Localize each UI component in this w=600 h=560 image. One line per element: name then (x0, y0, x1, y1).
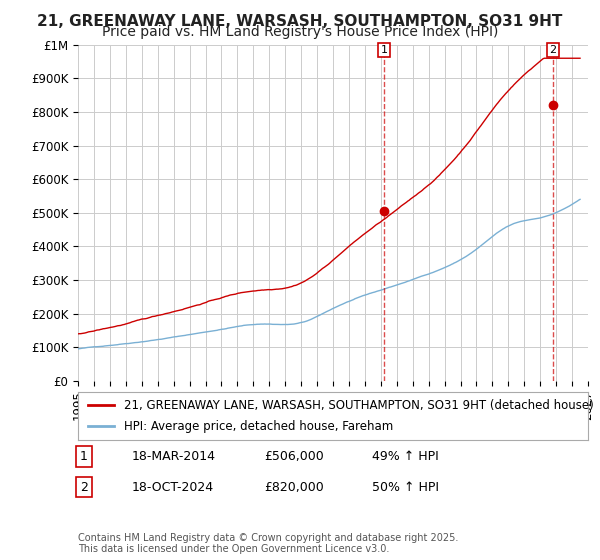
Text: 49% ↑ HPI: 49% ↑ HPI (372, 450, 439, 463)
Text: 18-MAR-2014: 18-MAR-2014 (132, 450, 216, 463)
Text: 50% ↑ HPI: 50% ↑ HPI (372, 480, 439, 494)
Text: 21, GREENAWAY LANE, WARSASH, SOUTHAMPTON, SO31 9HT: 21, GREENAWAY LANE, WARSASH, SOUTHAMPTON… (37, 14, 563, 29)
Text: 21, GREENAWAY LANE, WARSASH, SOUTHAMPTON, SO31 9HT (detached house): 21, GREENAWAY LANE, WARSASH, SOUTHAMPTON… (124, 399, 593, 412)
Text: 2: 2 (80, 480, 88, 494)
Text: £506,000: £506,000 (264, 450, 324, 463)
Text: 1: 1 (380, 45, 388, 55)
Text: HPI: Average price, detached house, Fareham: HPI: Average price, detached house, Fare… (124, 420, 393, 433)
Text: Price paid vs. HM Land Registry's House Price Index (HPI): Price paid vs. HM Land Registry's House … (102, 25, 498, 39)
Text: £820,000: £820,000 (264, 480, 324, 494)
Text: Contains HM Land Registry data © Crown copyright and database right 2025.
This d: Contains HM Land Registry data © Crown c… (78, 533, 458, 554)
Text: 1: 1 (80, 450, 88, 463)
Text: 18-OCT-2024: 18-OCT-2024 (132, 480, 214, 494)
Text: 2: 2 (550, 45, 557, 55)
